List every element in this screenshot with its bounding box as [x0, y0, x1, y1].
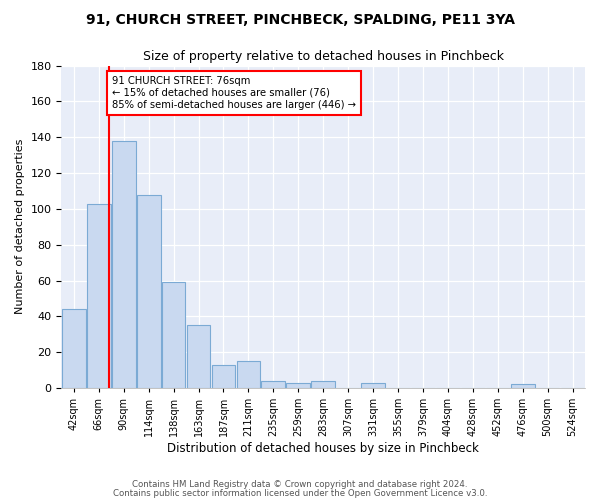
- Y-axis label: Number of detached properties: Number of detached properties: [15, 139, 25, 314]
- Bar: [137, 194, 161, 388]
- Bar: [311, 381, 335, 388]
- Bar: [361, 382, 385, 388]
- Bar: [236, 361, 260, 388]
- Bar: [286, 382, 310, 388]
- Bar: [187, 326, 211, 388]
- Bar: [62, 309, 86, 388]
- X-axis label: Distribution of detached houses by size in Pinchbeck: Distribution of detached houses by size …: [167, 442, 479, 455]
- Text: 91, CHURCH STREET, PINCHBECK, SPALDING, PE11 3YA: 91, CHURCH STREET, PINCHBECK, SPALDING, …: [86, 12, 515, 26]
- Bar: [112, 141, 136, 388]
- Bar: [262, 381, 285, 388]
- Text: Contains HM Land Registry data © Crown copyright and database right 2024.: Contains HM Land Registry data © Crown c…: [132, 480, 468, 489]
- Title: Size of property relative to detached houses in Pinchbeck: Size of property relative to detached ho…: [143, 50, 504, 63]
- Bar: [87, 204, 110, 388]
- Bar: [162, 282, 185, 388]
- Text: 91 CHURCH STREET: 76sqm
← 15% of detached houses are smaller (76)
85% of semi-de: 91 CHURCH STREET: 76sqm ← 15% of detache…: [112, 76, 356, 110]
- Bar: [212, 365, 235, 388]
- Text: Contains public sector information licensed under the Open Government Licence v3: Contains public sector information licen…: [113, 488, 487, 498]
- Bar: [511, 384, 535, 388]
